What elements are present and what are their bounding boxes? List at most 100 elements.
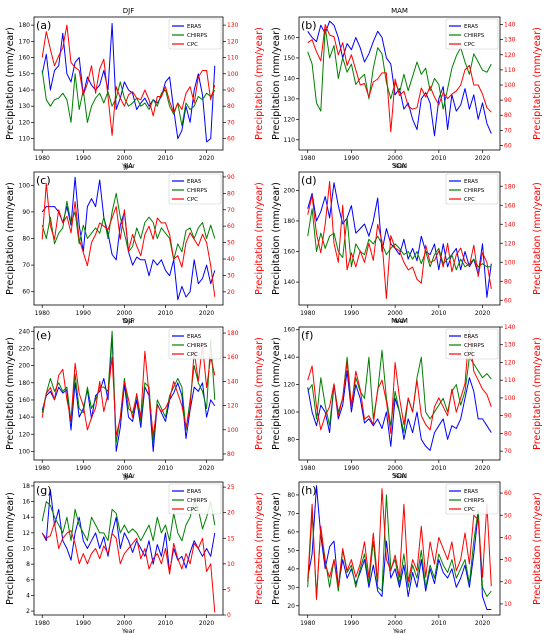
series-line-chirps	[41, 501, 216, 542]
y-tick-label: 4	[26, 592, 30, 599]
chart-title: DJF	[123, 7, 134, 15]
legend-label: CHIRPS	[187, 343, 208, 349]
legend: ERA5 CHIRPS CPC	[445, 483, 499, 515]
legend-label: ERA5	[187, 179, 202, 185]
chart-title: DJF	[123, 317, 134, 325]
x-tick-label: 2010	[431, 310, 446, 317]
x-tick-label: 1990	[76, 465, 91, 472]
y-tick-label: 140	[284, 75, 296, 82]
panel-label: (h)	[301, 484, 317, 497]
legend-label: ERA5	[464, 24, 479, 30]
series-line-chirps	[307, 494, 492, 597]
legend: ERA5 CHIRPS CPC	[445, 173, 499, 205]
y-right-tick-label: 90	[227, 174, 235, 181]
x-tick-label: 2000	[387, 155, 402, 162]
y-axis-label: Precipitation (mm/year)	[5, 182, 16, 295]
x-tick-label: 1980	[35, 310, 50, 317]
y-right-tick-label: 130	[227, 22, 239, 29]
x-tick-label: 2010	[158, 155, 173, 162]
y-right-tick-label: 20	[504, 579, 512, 586]
y-tick-label: 60	[287, 529, 295, 536]
y-right-tick-label: 120	[504, 359, 516, 366]
legend-label: CHIRPS	[464, 188, 485, 194]
x-tick-label: 2020	[199, 465, 214, 472]
panel-label: (d)	[301, 174, 317, 187]
legend-label: CHIRPS	[464, 343, 485, 349]
series-line-cpc	[307, 488, 492, 600]
panel-label: (c)	[36, 174, 51, 187]
y-tick-label: 90	[22, 209, 30, 216]
y-right-tick-label: 30	[227, 272, 235, 279]
y-tick-label: 170	[19, 38, 31, 45]
series-line-cpc	[41, 344, 216, 437]
y-right-tick-label: 40	[227, 256, 235, 263]
legend-label: CPC	[464, 352, 475, 358]
y-tick-label: 120	[284, 382, 296, 389]
plot-frame	[298, 171, 501, 306]
y-right-tick-label: 80	[227, 190, 235, 197]
y-tick-label: 160	[284, 34, 296, 41]
y-right-tick-label: 70	[504, 127, 512, 134]
plot-frame	[298, 481, 501, 616]
y-right-tick-label: 90	[227, 87, 235, 94]
y-tick-label: 180	[19, 22, 31, 29]
y-tick-label: 16	[22, 499, 30, 506]
y-tick-label: 200	[284, 187, 296, 194]
x-tick-label: 2020	[475, 310, 490, 317]
y-tick-label: 150	[19, 71, 31, 78]
series-line-cpc	[41, 183, 216, 297]
y-tick-label: 140	[19, 414, 31, 421]
y-tick-label: 110	[19, 136, 31, 143]
y-tick-label: 80	[22, 236, 30, 243]
plot-frame	[33, 16, 224, 151]
y-tick-label: 30	[287, 584, 295, 591]
y-tick-label: 40	[287, 566, 295, 573]
y-right-tick-label: 180	[504, 183, 516, 190]
y-right-tick-label: 140	[504, 22, 516, 29]
legend-label: CPC	[464, 507, 475, 513]
x-tick-label: 2020	[199, 310, 214, 317]
y-right-axis-label: Precipitation (mm/year)	[254, 492, 265, 605]
legend: ERA5 CHIRPS CPC	[445, 328, 499, 360]
y-axis-label: Precipitation (mm/year)	[5, 492, 16, 605]
y-right-tick-label: 160	[504, 202, 516, 209]
legend-label: CHIRPS	[464, 33, 485, 39]
legend-label: CPC	[187, 507, 198, 513]
y-right-tick-label: 10	[504, 601, 512, 608]
y-tick-label: 110	[284, 137, 296, 144]
series-line-cpc	[307, 24, 492, 133]
y-tick-label: 100	[19, 182, 31, 189]
x-tick-label: 2000	[387, 310, 402, 317]
y-right-tick-label: 0	[227, 612, 231, 619]
y-right-tick-label: 80	[227, 451, 235, 458]
y-right-tick-label: 100	[227, 71, 239, 78]
y-right-tick-label: 140	[504, 221, 516, 228]
series-line-era5	[41, 23, 216, 143]
series-line-era5	[307, 182, 492, 298]
y-tick-label: 8	[26, 561, 30, 568]
legend-label: CPC	[464, 42, 475, 48]
y-tick-label: 120	[19, 431, 31, 438]
x-tick-label: 2010	[431, 465, 446, 472]
legend-label: CHIRPS	[464, 498, 485, 504]
y-right-axis-label: Precipitation (mm/year)	[254, 337, 265, 450]
chart-title: JJA	[123, 472, 133, 480]
y-tick-label: 180	[284, 218, 296, 225]
legend-label: ERA5	[187, 489, 202, 495]
series-line-cpc	[41, 522, 216, 613]
chart-title: SON	[392, 162, 407, 170]
y-right-tick-label: 60	[227, 136, 235, 143]
y-tick-label: 160	[19, 55, 31, 62]
y-right-tick-label: 80	[227, 103, 235, 110]
chart-panel-6: MAM 1980 1990 2000 2010 2020 Year 80 100 120 140 16…	[271, 317, 543, 480]
y-right-tick-label: 50	[227, 240, 235, 247]
y-right-tick-label: 60	[504, 142, 512, 149]
x-tick-label: 2020	[199, 620, 214, 627]
y-right-tick-label: 120	[504, 52, 516, 59]
series-line-chirps	[41, 70, 216, 127]
y-right-tick-label: 10	[227, 561, 235, 568]
plot-frame	[33, 326, 224, 461]
